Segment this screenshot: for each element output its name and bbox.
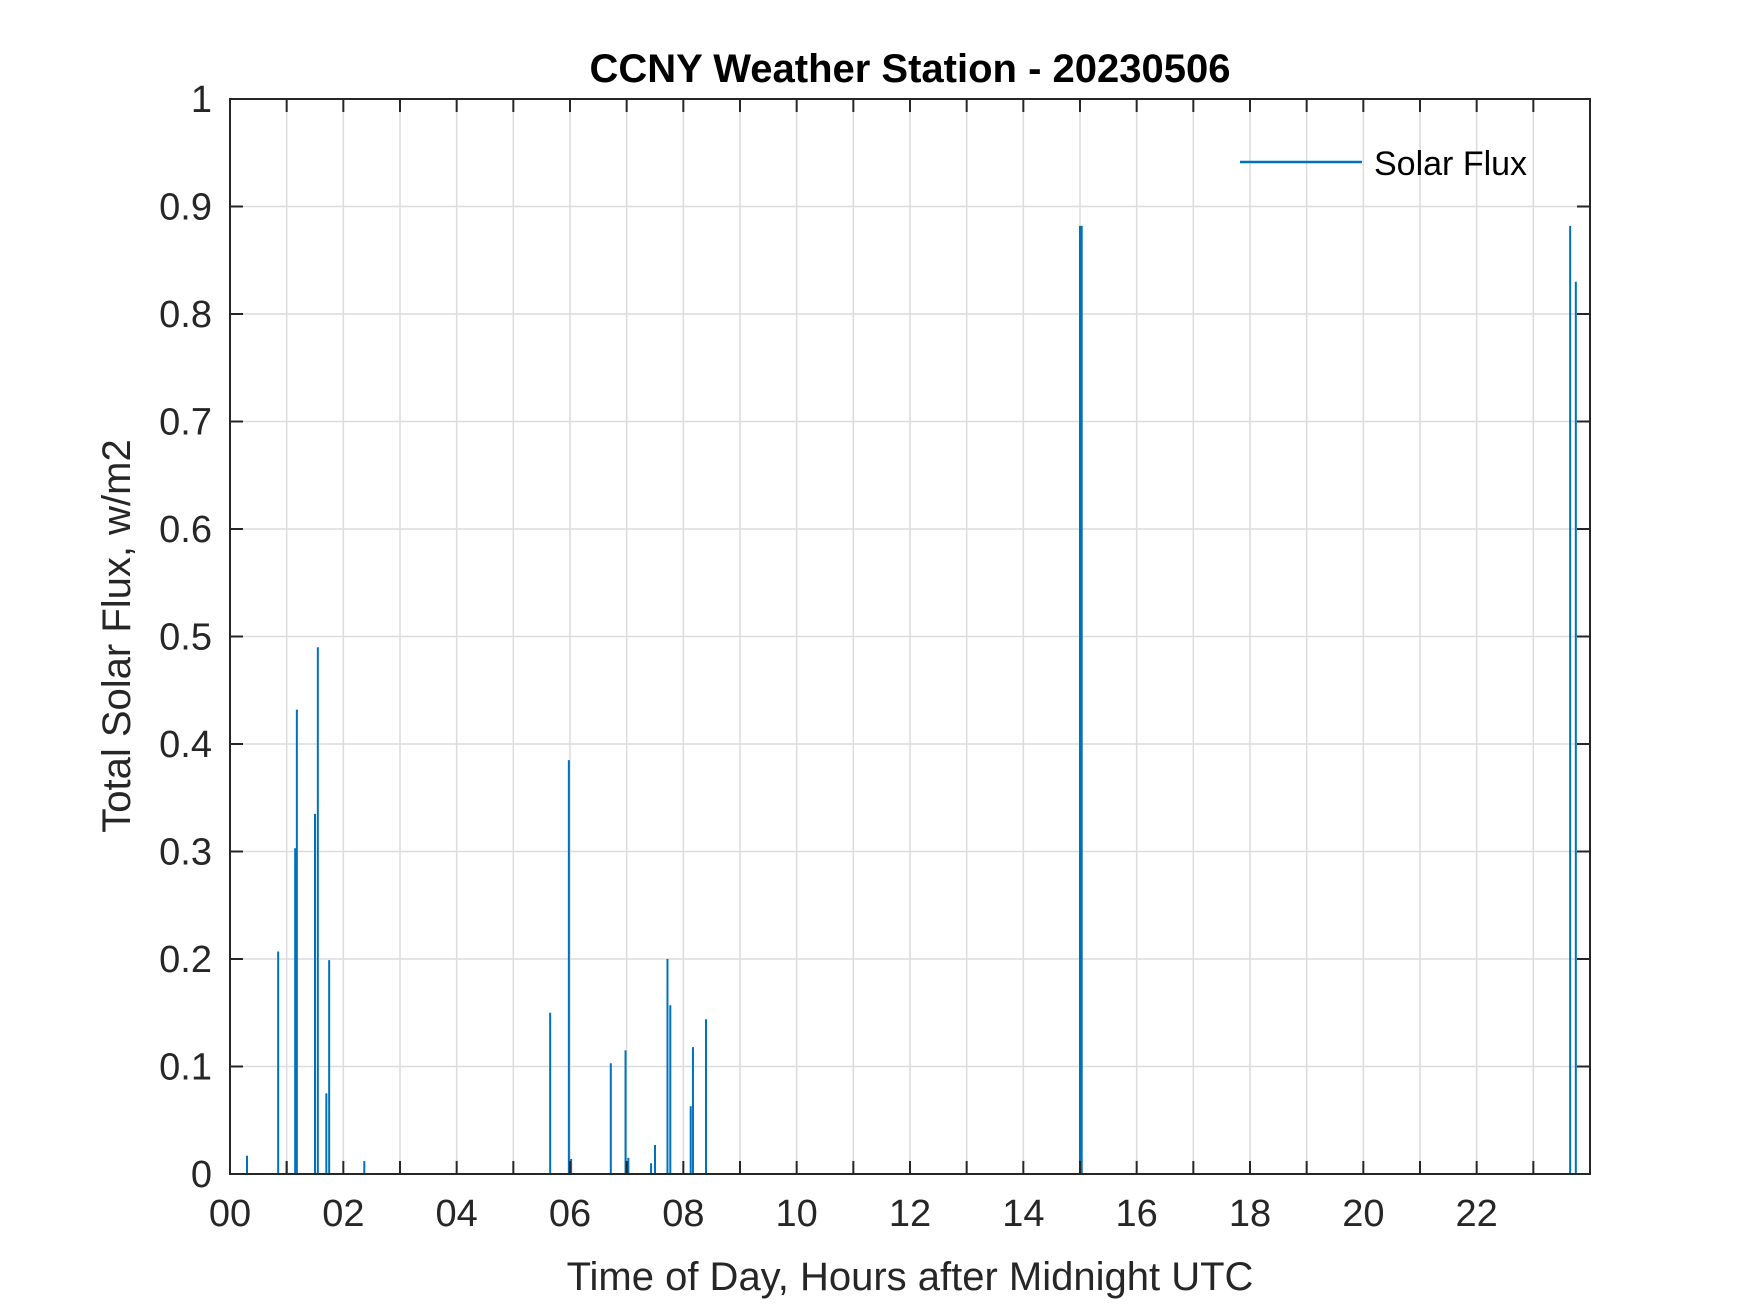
- y-tick-label: 0.7: [159, 402, 212, 444]
- x-tick-label: 12: [889, 1193, 931, 1235]
- x-tick-label: 16: [1116, 1193, 1158, 1235]
- x-tick-label: 04: [436, 1193, 478, 1235]
- grid: [230, 99, 1590, 1174]
- y-tick-label: 1: [191, 79, 212, 121]
- y-tick-label: 0.1: [159, 1047, 212, 1089]
- y-tick-label: 0: [191, 1154, 212, 1196]
- y-tick-label: 0.8: [159, 294, 212, 336]
- x-tick-label: 06: [549, 1193, 591, 1235]
- x-tick-label: 00: [209, 1193, 251, 1235]
- y-tick-label: 0.5: [159, 617, 212, 659]
- y-tick-label: 0.3: [159, 832, 212, 874]
- ticks: [230, 98, 1590, 1175]
- y-tick-label: 0.4: [159, 724, 212, 766]
- x-tick-label: 10: [776, 1193, 818, 1235]
- x-tick-label: 20: [1342, 1193, 1384, 1235]
- bars: [246, 225, 1577, 1174]
- legend-label-solar-flux: Solar Flux: [1374, 145, 1527, 183]
- y-tick-label: 0.9: [159, 187, 212, 229]
- y-tick-label: 0.2: [159, 939, 212, 981]
- x-tick-labels: 00 02 04 06 08 10 12 14 16 18 20 22: [209, 1193, 1498, 1235]
- x-tick-label: 02: [322, 1193, 364, 1235]
- legend: Solar Flux: [1240, 145, 1527, 183]
- x-tick-label: 14: [1002, 1193, 1044, 1235]
- x-tick-label: 08: [662, 1193, 704, 1235]
- y-tick-labels: 0 0.1 0.2 0.3 0.4 0.5 0.6 0.7 0.8 0.9 1: [159, 79, 212, 1196]
- x-tick-label: 22: [1456, 1193, 1498, 1235]
- y-axis-label: Total Solar Flux, w/m2: [95, 439, 139, 832]
- y-tick-label: 0.6: [159, 509, 212, 551]
- x-axis-label: Time of Day, Hours after Midnight UTC: [567, 1255, 1254, 1299]
- x-tick-label: 18: [1229, 1193, 1271, 1235]
- chart-title: CCNY Weather Station - 20230506: [590, 47, 1231, 91]
